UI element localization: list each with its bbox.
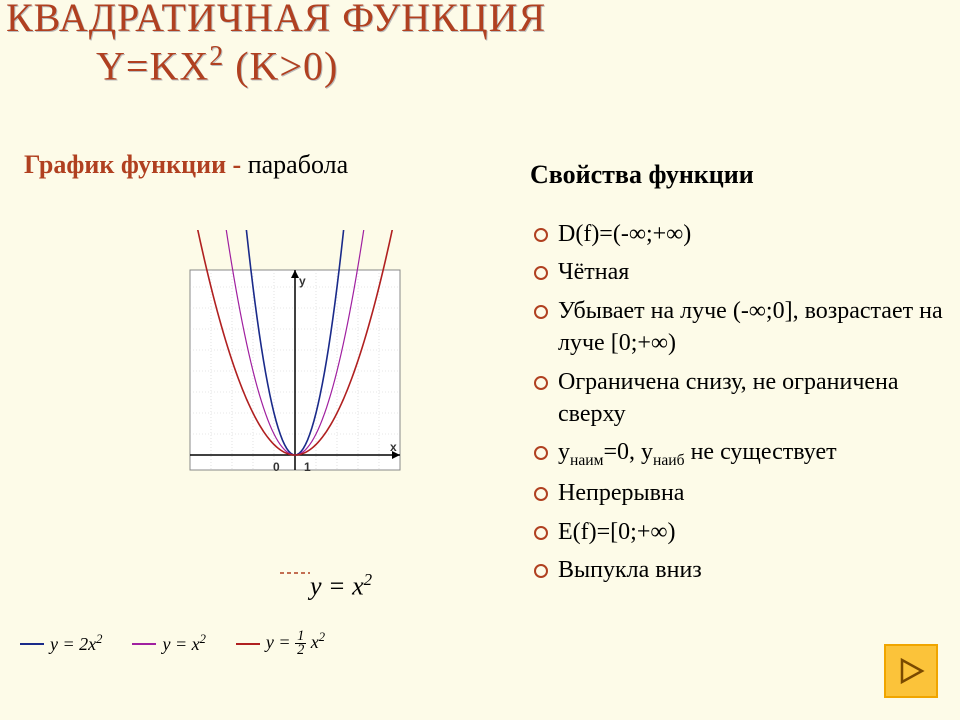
- axis-label-y: y: [299, 274, 306, 288]
- chart-svg: [110, 230, 470, 590]
- property-item: Выпукла вниз: [530, 554, 960, 586]
- legend-swatch: [236, 643, 260, 645]
- property-item: Непрерывна: [530, 477, 960, 509]
- properties-panel: Свойства функции D(f)=(-∞;+∞) Чётная Убыва…: [530, 160, 960, 592]
- legend-label: y = 12 x2: [266, 630, 325, 657]
- graph-subtitle: График функции - парабола: [24, 150, 348, 180]
- dash-accent-icon: [280, 570, 310, 576]
- property-item: D(f)=(-∞;+∞): [530, 218, 960, 250]
- property-item: Чётная: [530, 256, 960, 288]
- axis-label-x: x: [390, 440, 397, 454]
- property-item: Ограничена снизу, не ограничена сверху: [530, 366, 960, 431]
- tick-one: 1: [304, 460, 311, 474]
- chart-legend: y = 2x2 y = x2 y = 12 x2: [20, 630, 325, 657]
- title-line-1: КВАДРАТИЧНАЯ ФУНКЦИЯ: [6, 0, 960, 41]
- properties-list: D(f)=(-∞;+∞) Чётная Убывает на луче (-∞;0]…: [530, 218, 960, 586]
- properties-title: Свойства функции: [530, 160, 960, 190]
- legend-label: y = 2x2: [50, 632, 102, 655]
- tick-zero: 0: [273, 460, 280, 474]
- slide-title: КВАДРАТИЧНАЯ ФУНКЦИЯ Y=KX2 (K>0): [0, 0, 960, 89]
- legend-swatch: [132, 643, 156, 645]
- property-item: Убывает на луче (-∞;0], возрастает на лу…: [530, 295, 960, 360]
- legend-label: y = x2: [162, 632, 205, 655]
- triangle-right-icon: [896, 656, 926, 686]
- legend-item: y = 2x2: [20, 632, 102, 655]
- title-line-2: Y=KX2 (K>0): [6, 41, 960, 89]
- legend-item: y = 12 x2: [236, 630, 325, 657]
- property-item: yнаим=0, yнаиб не существует: [530, 436, 960, 471]
- parabola-chart: 0 1 y x: [110, 230, 470, 590]
- legend-item: y = x2: [132, 632, 205, 655]
- property-item: E(f)=[0;+∞): [530, 516, 960, 548]
- next-slide-button[interactable]: [884, 644, 938, 698]
- equation-main: y = x2: [310, 570, 372, 602]
- legend-swatch: [20, 643, 44, 645]
